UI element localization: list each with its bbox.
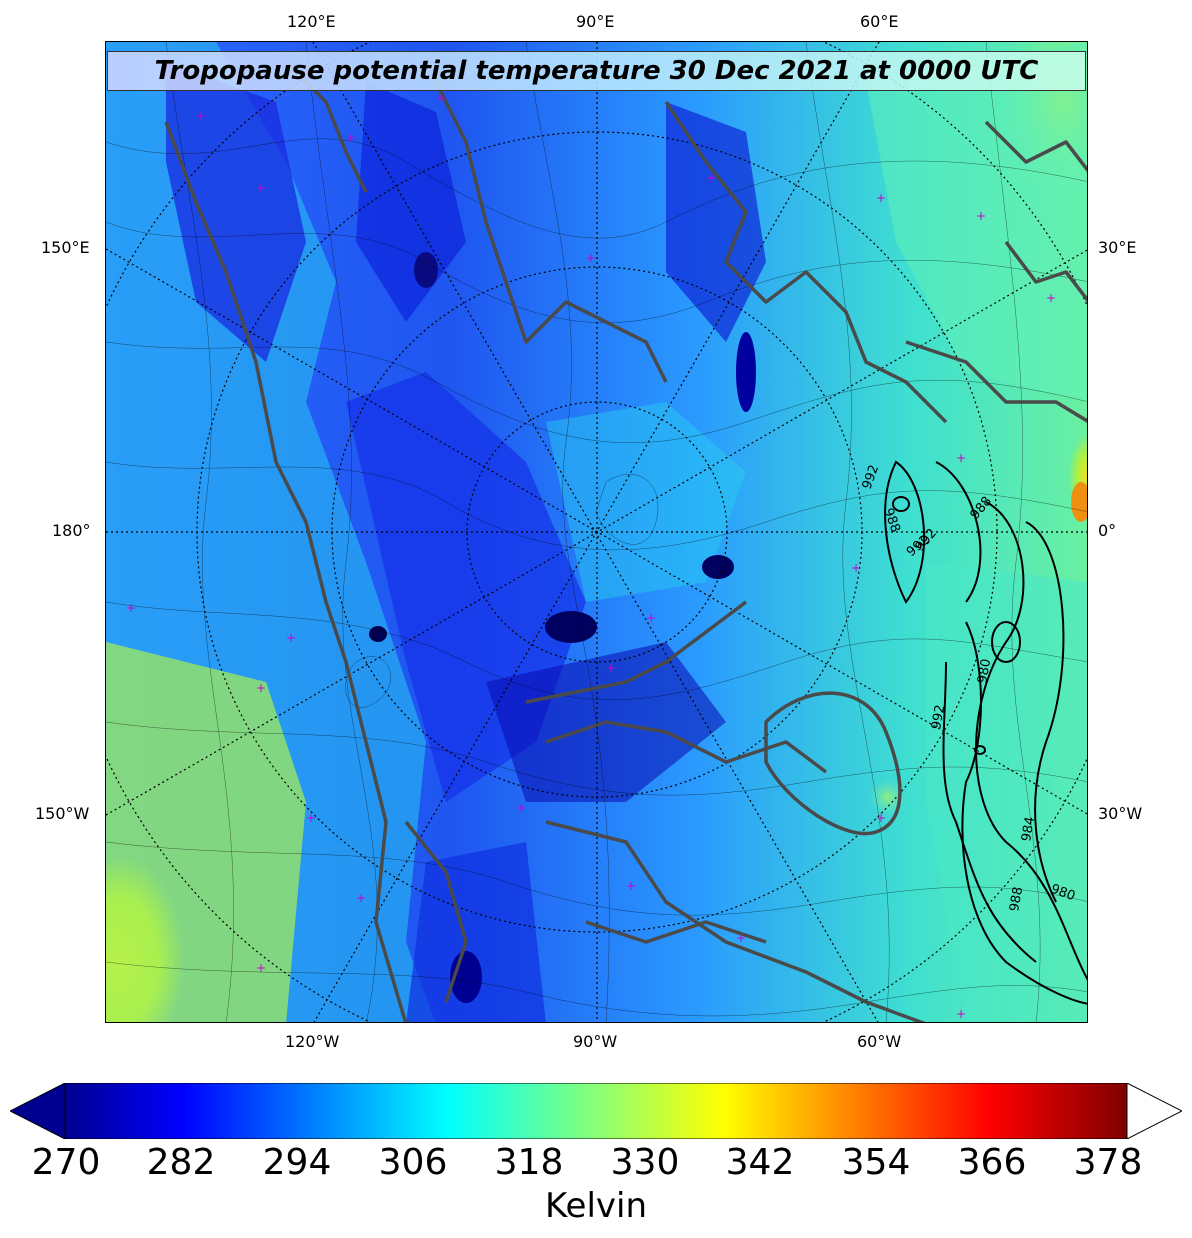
warm-region-east <box>986 372 1087 602</box>
colorbar-tick-366: 366 <box>957 1142 1027 1183</box>
svg-text:+: + <box>646 611 656 625</box>
colorbar-tick-330: 330 <box>610 1142 680 1183</box>
pressure-contours <box>884 460 1087 1005</box>
colorbar-extend-high <box>1126 1083 1182 1139</box>
lon-label-bottom-60w: 60°W <box>857 1032 902 1051</box>
colorbar-tick-270: 270 <box>31 1142 101 1183</box>
svg-text:+: + <box>956 451 966 465</box>
svg-text:+: + <box>586 251 596 265</box>
colorbar-tick-342: 342 <box>725 1142 795 1183</box>
colorbar <box>10 1083 1182 1139</box>
contour-label-988-c: 988 <box>1007 886 1026 913</box>
lon-label-top-90e: 90°E <box>576 12 615 31</box>
svg-text:+: + <box>956 1007 966 1021</box>
svg-text:+: + <box>876 811 886 825</box>
cold-core-3 <box>369 626 387 642</box>
colorbar-gradient <box>64 1083 1128 1139</box>
svg-text:+: + <box>876 191 886 205</box>
colorbar-tick-306: 306 <box>378 1142 448 1183</box>
colorbar-tick-294: 294 <box>262 1142 332 1183</box>
map-title: Tropopause potential temperature 30 Dec … <box>107 51 1086 91</box>
colorbar-tick-354: 354 <box>841 1142 911 1183</box>
lon-label-left-150w: 150°W <box>35 804 90 823</box>
cold-core-2 <box>702 555 734 579</box>
cold-core-4 <box>414 252 438 288</box>
svg-text:+: + <box>1046 291 1056 305</box>
lon-label-right-0: 0° <box>1098 521 1117 540</box>
contour-label-980-a: 980 <box>975 658 994 685</box>
polar-cyan-swirl <box>546 402 746 602</box>
colorbar-unit-label: Kelvin <box>544 1186 648 1226</box>
cold-core-5 <box>736 332 756 412</box>
cold-trough-northwest <box>166 62 306 362</box>
lon-label-left-180: 180° <box>52 521 91 540</box>
svg-text:+: + <box>706 171 716 185</box>
lon-label-bottom-90w: 90°W <box>573 1032 618 1051</box>
svg-text:+: + <box>346 131 356 145</box>
lon-label-right-30w: 30°W <box>1098 804 1143 823</box>
tropopause-temperature-field: + + + + + + + + + + + + + + + + + + + + <box>106 42 1087 1022</box>
theta-contours <box>106 42 1087 1022</box>
svg-text:+: + <box>306 811 316 825</box>
svg-text:+: + <box>286 631 296 645</box>
svg-text:+: + <box>736 931 746 945</box>
lon-label-top-120e: 120°E <box>287 12 336 31</box>
colorbar-tick-378: 378 <box>1073 1142 1143 1183</box>
svg-text:+: + <box>356 891 366 905</box>
svg-text:+: + <box>126 601 136 615</box>
green-region-southwest <box>106 642 306 1022</box>
contour-label-992-d: 992 <box>929 704 948 731</box>
lon-label-bottom-120w: 120°W <box>285 1032 340 1051</box>
lon-label-top-60e: 60°E <box>860 12 899 31</box>
svg-text:+: + <box>256 681 266 695</box>
colorbar-extend-low <box>10 1083 66 1139</box>
svg-text:+: + <box>516 801 526 815</box>
lon-label-left-150e: 150°E <box>41 238 90 257</box>
warm-core-east <box>1071 482 1087 522</box>
green-region-northeast <box>866 42 1087 402</box>
greenland-green-patch <box>766 682 926 842</box>
station-markers: + + + + + + + + + + + + + + + + + + + + <box>126 91 1056 1021</box>
cold-core-1 <box>545 611 597 643</box>
svg-text:+: + <box>256 961 266 975</box>
svg-text:+: + <box>851 561 861 575</box>
colorbar-tick-282: 282 <box>146 1142 216 1183</box>
svg-text:+: + <box>256 181 266 195</box>
cold-trough-north <box>356 82 466 322</box>
teal-region-southeast <box>926 562 1087 1022</box>
svg-text:+: + <box>606 661 616 675</box>
svg-text:+: + <box>626 879 636 893</box>
cold-trough-south <box>406 842 546 1022</box>
svg-text:+: + <box>436 91 446 105</box>
contour-label-984: 984 <box>1019 816 1038 843</box>
svg-text:+: + <box>196 109 206 123</box>
svg-text:+: + <box>976 209 986 223</box>
colorbar-tick-318: 318 <box>494 1142 564 1183</box>
map-panel: + + + + + + + + + + + + + + + + + + + + <box>105 41 1088 1023</box>
lon-label-right-30e: 30°E <box>1098 238 1137 257</box>
graticule <box>106 42 1087 1022</box>
